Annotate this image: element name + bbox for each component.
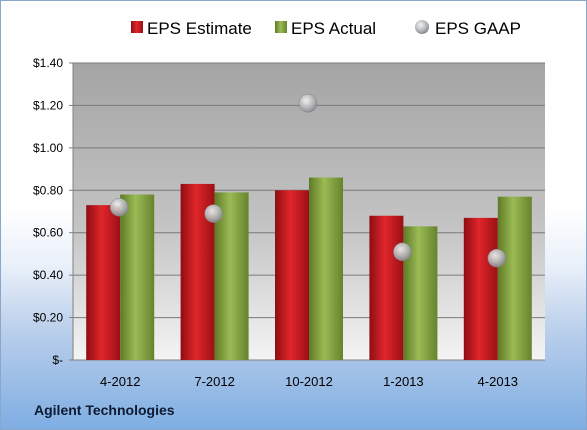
y-tick-label: $- — [52, 353, 63, 367]
y-tick-label: $1.00 — [33, 141, 63, 155]
gaap-point — [204, 204, 223, 223]
estimate-bar — [463, 217, 498, 360]
legend-label-gaap: EPS GAAP — [435, 19, 521, 38]
y-tick-label: $0.20 — [33, 311, 63, 325]
x-axis: 4-2012 7-2012 10-2012 1-2013 4-2013 — [100, 374, 518, 389]
estimate-bar — [86, 205, 121, 360]
gaap-point — [487, 248, 507, 268]
actual-bar — [497, 196, 532, 360]
actual-bar — [214, 192, 249, 360]
y-tick-label: $0.60 — [33, 226, 63, 240]
y-axis: $- $0.20 $0.40 $0.60 $0.80 $1.00 $1.20 $1.40 — [33, 56, 74, 367]
x-tick-label: 10-2012 — [285, 374, 333, 389]
legend-item-gaap: EPS GAAP — [415, 19, 521, 38]
estimate-bar — [275, 190, 309, 360]
gaap-point — [109, 198, 129, 217]
gaap-points — [109, 94, 507, 268]
x-tick-label: 4-2013 — [478, 374, 518, 389]
bars — [86, 177, 532, 360]
legend-item-actual: EPS Actual — [275, 19, 376, 38]
gaap-point — [393, 242, 412, 262]
legend-label-estimate: EPS Estimate — [147, 19, 252, 38]
y-tick-label: $1.40 — [33, 56, 63, 70]
x-tick-label: 7-2012 — [194, 374, 234, 389]
estimate-bar — [369, 215, 404, 360]
company-name: Agilent Technologies — [34, 402, 175, 418]
actual-bar — [309, 177, 343, 360]
x-tick-label: 1-2013 — [383, 374, 423, 389]
legend-swatch-actual — [275, 21, 287, 33]
legend-item-estimate: EPS Estimate — [131, 19, 252, 38]
legend: EPS Estimate EPS Actual EPS GAAP — [131, 19, 521, 38]
legend-swatch-gaap — [415, 20, 429, 34]
legend-label-actual: EPS Actual — [291, 19, 376, 38]
gaap-point — [298, 94, 318, 113]
legend-swatch-estimate — [131, 21, 143, 33]
y-tick-label: $0.80 — [33, 183, 63, 197]
actual-bar — [120, 194, 155, 360]
y-tick-label: $0.40 — [33, 268, 63, 282]
y-tick-label: $1.20 — [33, 98, 63, 112]
x-tick-label: 4-2012 — [100, 374, 140, 389]
